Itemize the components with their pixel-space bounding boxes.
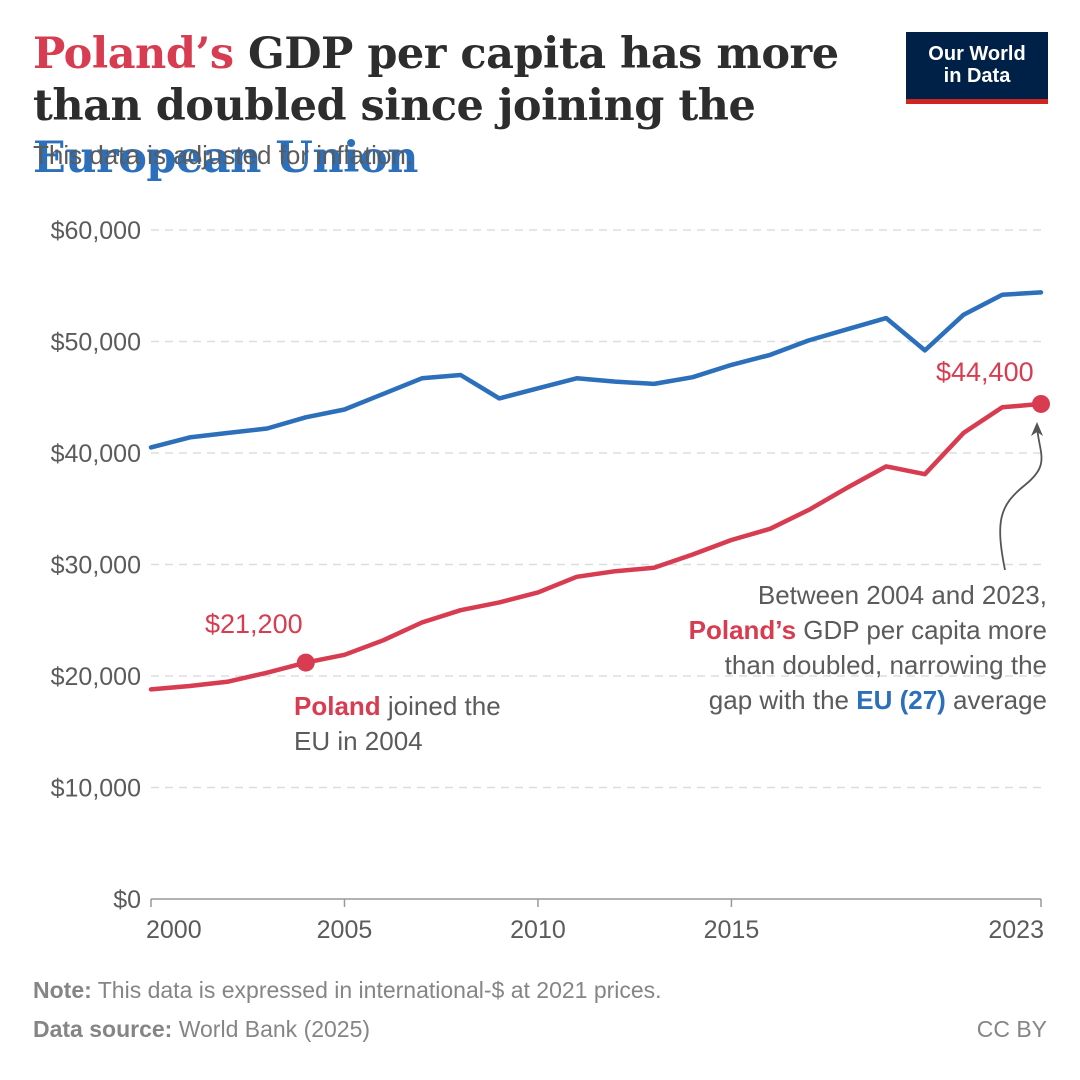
annotation-text: than doubled, narrowing the: [724, 650, 1047, 680]
y-tick-label: $20,000: [51, 663, 141, 691]
chart-title: Poland’s GDP per capita has more than do…: [33, 28, 913, 184]
chart-subtitle: This data is adjusted for inflation.: [33, 140, 414, 170]
arrow-head-icon: [1031, 421, 1043, 436]
annotation-text: GDP per capita more: [796, 615, 1047, 645]
y-tick-label: $30,000: [51, 552, 141, 580]
footer-note: Note: This data is expressed in internat…: [33, 977, 662, 1004]
annotation-poland-bold: Poland’s: [688, 615, 797, 645]
highlight-point-2023: [1032, 394, 1050, 413]
title-poland: Poland’s: [33, 29, 234, 79]
annotation-poland-bold: Poland: [294, 691, 381, 721]
y-tick-label: $50,000: [51, 329, 141, 357]
y-tick-label: $40,000: [51, 440, 141, 468]
logo-line-1: Our World: [928, 43, 1026, 65]
annotation-joined-eu: Poland joined the EU in 2004: [294, 689, 501, 759]
x-tick-label: 2000: [146, 916, 202, 944]
x-tick-label: 2015: [704, 916, 760, 944]
y-tick-label: $0: [113, 886, 141, 914]
source-text[interactable]: World Bank (2025): [172, 1016, 371, 1042]
note-text: This data is expressed in international-…: [91, 977, 662, 1003]
x-tick-label: 2010: [510, 916, 566, 944]
title-middle: GDP per capita has more than doubled sin…: [33, 29, 839, 131]
source-label: Data source:: [33, 1016, 173, 1042]
owid-logo[interactable]: Our World in Data: [906, 32, 1048, 104]
annotation-text: EU in 2004: [294, 726, 423, 756]
note-label: Note:: [33, 977, 92, 1003]
y-tick-label: $60,000: [51, 217, 141, 245]
x-tick-label: 2023: [988, 916, 1044, 944]
poland-2004-value-label: $21,200: [205, 609, 303, 639]
annotation-text: gap with the: [708, 685, 857, 715]
y-tick-label: $10,000: [51, 775, 141, 803]
highlight-point-2004: [296, 653, 315, 672]
poland-2023-value-label: $44,400: [936, 357, 1034, 387]
arrow-path: [999, 427, 1043, 571]
footer-source: Data source: World Bank (2025): [33, 1016, 370, 1043]
annotation-text: Between 2004 and 2023,: [757, 580, 1047, 610]
logo-line-2: in Data: [943, 65, 1011, 87]
y-axis-ticks: $0 $10,000 $20,000 $30,000 $40,000 $50,000 $60…: [51, 217, 141, 914]
x-tick-label: 2005: [317, 916, 373, 944]
annotation-text: average: [945, 685, 1047, 715]
annotation-gap: Between 2004 and 2023, Poland’s GDP per …: [689, 578, 1047, 718]
series-line-european-union-27-: [148, 290, 1044, 450]
x-axis: 2000 2005 2010 2015 2023: [146, 898, 1044, 944]
license-link[interactable]: CC BY: [976, 1016, 1047, 1042]
annotation-arrow: [999, 421, 1043, 571]
annotation-text: joined the: [380, 691, 501, 721]
annotation-eu-bold: EU (27): [856, 685, 946, 715]
highlight-points: [296, 394, 1050, 672]
title-eu: European Union: [33, 133, 418, 183]
